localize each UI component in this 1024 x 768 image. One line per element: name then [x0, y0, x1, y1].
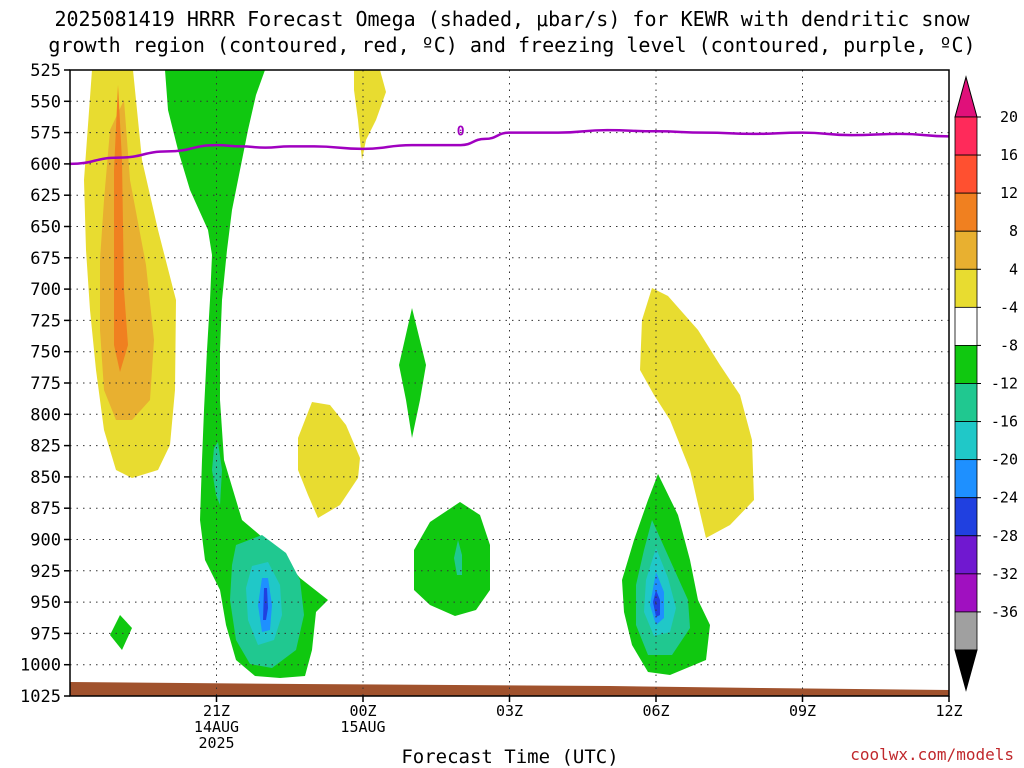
y-tick-label: 925: [30, 562, 61, 582]
colorbar-label: -8: [1000, 336, 1018, 354]
y-tick-label: 800: [30, 405, 61, 425]
chart-title-line2: growth region (contoured, red, ºC) and f…: [48, 33, 976, 57]
colorbar-label: -16: [991, 413, 1018, 431]
y-tick-label: 950: [30, 593, 61, 613]
colorbar-swatch: [954, 345, 978, 384]
colorbar-swatch: [954, 611, 978, 651]
colorbar-label: -12: [991, 375, 1018, 393]
colorbar-label: 12: [1000, 184, 1018, 202]
x-axis-label: Forecast Time (UTC): [401, 746, 619, 768]
colorbar-swatch: [954, 306, 978, 346]
y-tick-label: 700: [30, 280, 61, 300]
colorbar-label: 8: [1009, 222, 1018, 240]
colorbar-swatch: [954, 268, 978, 308]
colorbar-swatch: [954, 192, 978, 232]
colorbar-swatch: [954, 573, 978, 613]
colorbar-swatch: [954, 383, 978, 422]
colorbar-label: -20: [991, 451, 1018, 469]
y-tick-label: 600: [30, 155, 61, 175]
freezing-level-label: 0: [457, 124, 465, 139]
x-tick-label: 03Z: [496, 702, 523, 720]
colorbar-label: -32: [991, 565, 1018, 583]
freezing-level-line: [70, 128, 949, 166]
y-tick-label: 1025: [20, 687, 61, 707]
colorbar-swatch: [954, 497, 978, 537]
x-tick-label: 09Z: [789, 702, 816, 720]
y-tick-label: 525: [30, 61, 61, 81]
y-tick-label: 775: [30, 374, 61, 394]
colorbar-swatch: [954, 116, 978, 156]
colorbar-label: 16: [1000, 146, 1018, 164]
omega-positive-region: [100, 100, 154, 420]
x-tick-label: 2025: [198, 734, 234, 752]
omega-positive-region: [354, 70, 386, 160]
y-tick-label: 750: [30, 343, 61, 363]
y-tick-label: 650: [30, 218, 61, 238]
y-tick-label: 625: [30, 186, 61, 206]
y-tick-label: 825: [30, 437, 61, 457]
x-tick-label: 00Z: [349, 702, 376, 720]
colorbar-swatch: [954, 459, 978, 499]
colorbar-label: -36: [991, 603, 1018, 621]
y-tick-label: 725: [30, 311, 61, 331]
omega-negative-region: [263, 588, 268, 620]
colorbar-top-arrow-icon: [954, 75, 978, 118]
x-tick-label: 12Z: [935, 702, 962, 720]
y-tick-label: 550: [30, 92, 61, 112]
y-tick-label: 675: [30, 249, 61, 269]
grid-lines: [70, 70, 949, 696]
x-tick-label: 15AUG: [340, 718, 385, 736]
colorbar-swatch: [954, 421, 978, 461]
y-tick-label: 575: [30, 124, 61, 144]
colorbar-label: -4: [1000, 298, 1018, 316]
colorbar-swatch: [954, 154, 978, 194]
x-tick-label: 06Z: [642, 702, 669, 720]
y-tick-label: 875: [30, 499, 61, 519]
colorbar-bottom-arrow-icon: [954, 649, 978, 692]
y-axis: 525 550 575 600 625 650 675 700 725 750 775 800 825 8…: [20, 61, 70, 707]
colorbar-label: 20: [1000, 108, 1018, 126]
colorbar-swatch: [954, 230, 978, 270]
omega-negative-region: [414, 502, 490, 616]
colorbar-label: -28: [991, 527, 1018, 545]
plot-area: 0: [70, 70, 949, 696]
colorbar-label: -24: [991, 489, 1018, 507]
omega-negative-region: [399, 308, 426, 438]
y-tick-label: 850: [30, 468, 61, 488]
omega-negative-region: [165, 70, 328, 678]
colorbar: 20 16 12 8 4 -4 -8 -12 -16 -20 -24 -28 -32 -36: [954, 75, 1018, 692]
y-tick-label: 975: [30, 624, 61, 644]
credit-text[interactable]: coolwx.com/models: [850, 745, 1014, 764]
omega-negative-region: [110, 615, 132, 650]
omega-negative-region: [454, 540, 462, 575]
omega-positive-region: [298, 402, 360, 518]
x-tick-label: 21Z: [203, 702, 230, 720]
colorbar-swatch: [954, 535, 978, 575]
colorbar-label: 4: [1009, 260, 1018, 278]
omega-positive-region: [640, 288, 754, 538]
chart-title-line1: 2025081419 HRRR Forecast Omega (shaded, …: [54, 7, 970, 31]
y-tick-label: 900: [30, 531, 61, 551]
y-tick-label: 1000: [20, 656, 61, 676]
x-tick-label: 14AUG: [194, 718, 239, 736]
